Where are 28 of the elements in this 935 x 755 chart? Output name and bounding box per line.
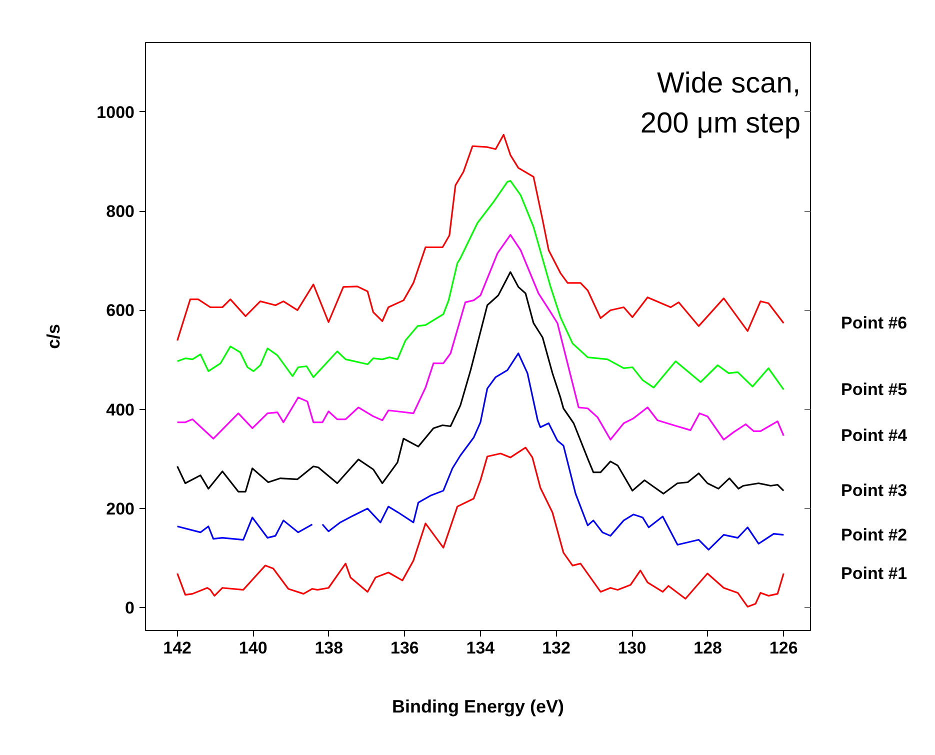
y-tick-label: 0 [125, 598, 135, 618]
y-tick-label: 600 [106, 301, 135, 320]
y-tick-label: 1000 [96, 102, 135, 122]
line-series [176, 271, 784, 494]
x-tick-label: 134 [466, 638, 496, 658]
annotation: Wide scan, 200 μm step [640, 68, 801, 140]
text: Point #2 [841, 525, 908, 544]
x-tick-label: 138 [314, 638, 344, 658]
y-tick-label: 200 [106, 500, 135, 519]
text: Point #3 [841, 481, 908, 500]
x-tick-label: 140 [238, 638, 268, 658]
x-tick-label: 130 [618, 638, 646, 658]
text: Point #5 [841, 380, 908, 400]
line-series [176, 234, 784, 440]
y-tick-label: 400 [106, 400, 135, 420]
text: Point #6 [841, 314, 908, 333]
text: Point #4 [841, 426, 908, 446]
line-series [176, 180, 784, 390]
x-tick-label: 142 [163, 638, 192, 658]
line-series [176, 446, 784, 608]
text: Point #1 [841, 564, 908, 583]
x-tick-label: 128 [694, 638, 722, 658]
x-tick-label: 136 [390, 638, 419, 658]
x-tick-label: 132 [542, 638, 570, 658]
x-tick-label: 126 [769, 638, 798, 658]
y-tick-label: 800 [106, 202, 135, 222]
x-axis-title: Binding Energy (eV) [392, 696, 564, 716]
y-axis-title: c/s [44, 324, 64, 350]
